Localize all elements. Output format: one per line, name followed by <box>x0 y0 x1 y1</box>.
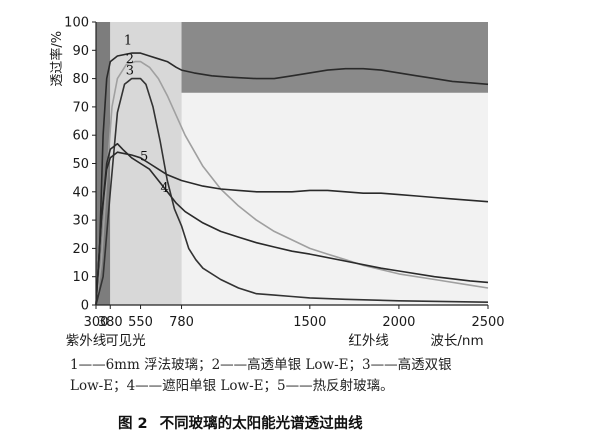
legend: 1——6mm 浮法玻璃；2——高透单银 Low-E；3——高透双银 Low-E；… <box>70 355 580 397</box>
y-tick-label-0: 0 <box>81 299 89 314</box>
x-tick-label-2000: 2000 <box>382 315 415 330</box>
y-tick-label-70: 70 <box>72 100 89 115</box>
x-tick-label-550: 550 <box>128 315 153 330</box>
x-tick-label-300: 300 <box>84 315 109 330</box>
y-tick-label-100: 100 <box>64 16 89 31</box>
series-line-1 <box>95 52 489 306</box>
series-label-4: 4 <box>160 181 168 196</box>
series-label-2: 2 <box>126 52 134 67</box>
series-label-3: 3 <box>126 63 134 78</box>
series-label-5: 5 <box>140 150 148 165</box>
y-tick-label-20: 20 <box>72 242 89 257</box>
x-tick-label-380: 380 <box>98 315 123 330</box>
y-axis-label: 透过率/% <box>49 31 65 87</box>
series-line-3 <box>95 77 489 306</box>
y-tick-label-80: 80 <box>72 72 89 87</box>
figure-caption: 图 2 不同玻璃的太阳能光谱透过曲线 <box>118 412 375 433</box>
spectrum-regions <box>96 22 488 305</box>
x-tick-label-780: 780 <box>169 315 194 330</box>
x-tick-label-2500: 2500 <box>471 315 504 330</box>
series-label-1: 1 <box>124 34 132 49</box>
series-line-4 <box>95 142 489 306</box>
x-axis-label: 波长/nm <box>430 333 483 349</box>
y-tick-label-50: 50 <box>72 157 89 172</box>
region-label-infrared: 红外线 <box>348 333 389 349</box>
x-tick-label-1500: 1500 <box>293 315 326 330</box>
region-infrared-lower <box>181 92 488 305</box>
y-tick-label-10: 10 <box>72 270 89 285</box>
region-band-1 <box>110 22 182 305</box>
legend-line-2: Low-E；4——遮阳单银 Low-E；5——热反射玻璃。 <box>70 378 394 394</box>
series-line-5 <box>95 151 489 306</box>
y-tick-label-40: 40 <box>72 185 89 200</box>
y-tick-label-60: 60 <box>72 129 89 144</box>
series-line-2 <box>95 60 489 306</box>
figure-number: 图 2 <box>118 416 148 432</box>
legend-line-1: 1——6mm 浮法玻璃；2——高透单银 Low-E；3——高透双银 <box>70 357 452 373</box>
y-tick-label-90: 90 <box>72 44 89 59</box>
figure-title: 不同玻璃的太阳能光谱透过曲线 <box>159 416 363 432</box>
y-tick-label-30: 30 <box>72 214 89 229</box>
region-label-uv: 紫外线 <box>66 333 107 349</box>
region-label-visible: 可见光 <box>105 333 146 349</box>
